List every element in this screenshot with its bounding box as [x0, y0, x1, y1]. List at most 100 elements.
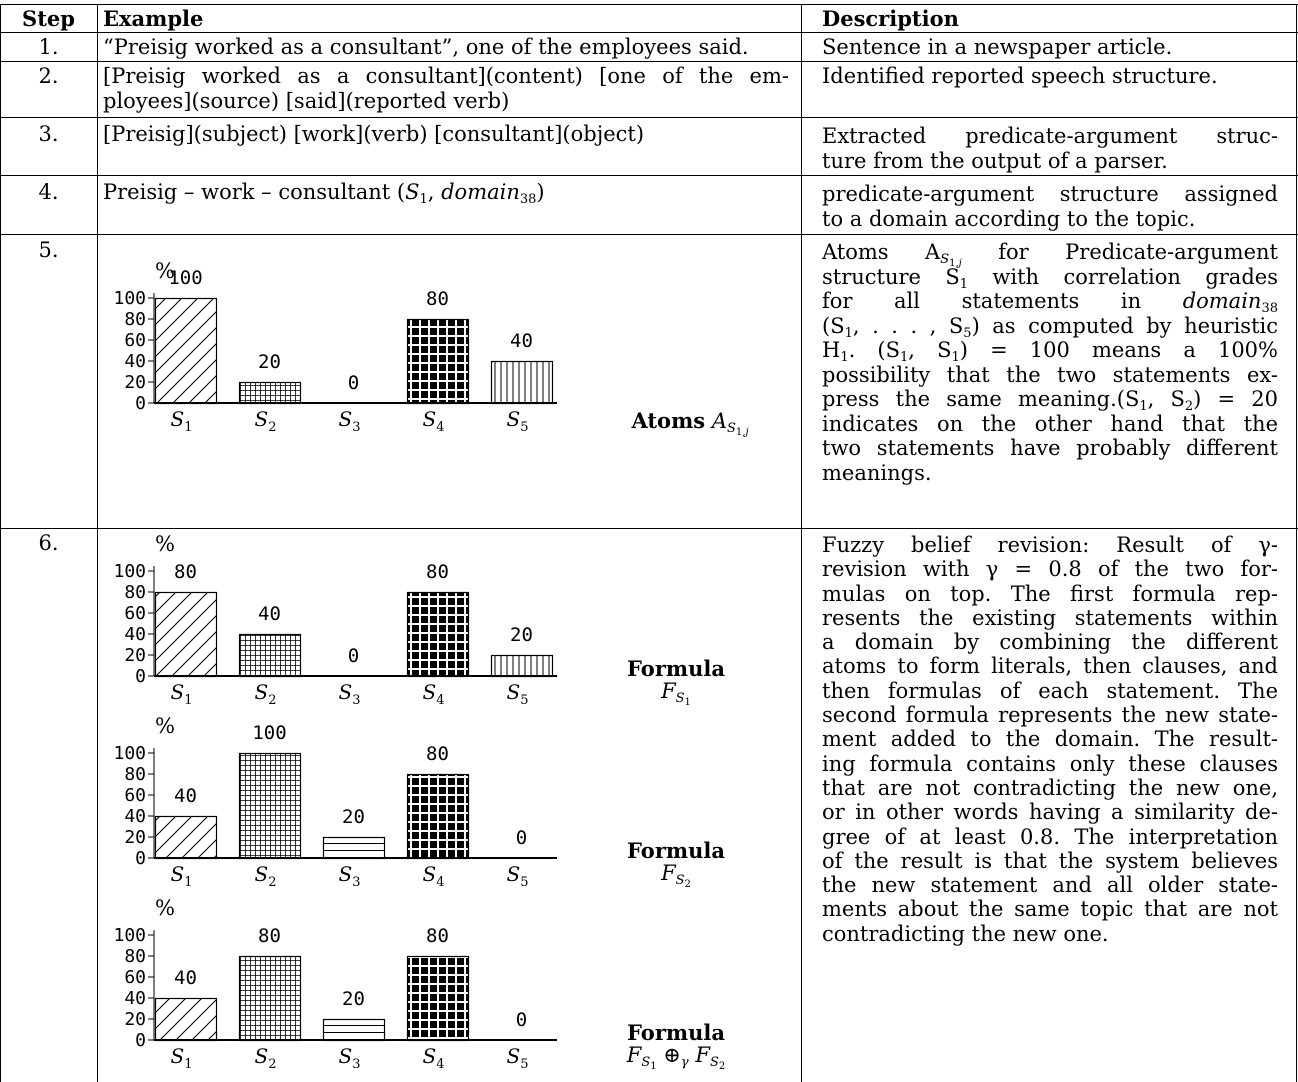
bar-value-label: 20 — [510, 624, 533, 646]
description-line: (S1, . . . , S5) as computed by heuristi… — [822, 313, 1278, 341]
y-tick-label: 0 — [135, 1030, 146, 1051]
bar-s4 — [406, 318, 470, 405]
description-line: ment added to the domain. The result- — [822, 727, 1278, 752]
y-axis-label: % — [155, 532, 175, 556]
bar-s5 — [490, 360, 554, 405]
description-line: that are not contradicting the new one, — [822, 775, 1278, 800]
description-cell: Sentence in a newspaper article. — [822, 37, 1278, 58]
header-step: Step — [22, 6, 75, 31]
chart-caption-atoms: Atoms AS1,j — [631, 408, 749, 438]
bar-value-label: 100 — [168, 267, 202, 289]
row-rule-1 — [0, 61, 1298, 62]
example-text: ployees](source) [said](reported verb) — [103, 89, 510, 113]
bar-value-label: 80 — [426, 743, 449, 765]
y-tick-label: 100 — [113, 743, 146, 764]
header-description: Description — [822, 6, 959, 31]
bar-s2 — [238, 955, 302, 1042]
category-subscript: 5 — [520, 875, 528, 890]
category-subscript: 5 — [520, 693, 528, 708]
bar-s4 — [406, 773, 470, 860]
category-subscript: 2 — [268, 693, 276, 708]
description-line: resents the existing statements within — [822, 605, 1278, 630]
step-number: 6. — [38, 531, 59, 555]
bar-value-label: 80 — [426, 288, 449, 310]
category-label: S3 — [339, 862, 361, 890]
y-axis-label: % — [155, 259, 175, 283]
description-line: or in other words having a similarity de… — [822, 800, 1278, 825]
bar-value-label: 40 — [174, 785, 197, 807]
category-subscript: 2 — [268, 1057, 276, 1072]
description-line: possibility that the two statements ex- — [822, 362, 1278, 387]
bar-s1 — [154, 297, 218, 405]
category-label: S5 — [507, 407, 529, 435]
category-label: S2 — [255, 1044, 277, 1072]
description-line: for all statements in domain38 — [822, 289, 1278, 316]
description-line: to a domain according to the topic. — [822, 207, 1196, 231]
y-tick-label: 100 — [113, 925, 146, 946]
y-tick-label: 80 — [124, 582, 146, 603]
y-tick-label: 40 — [124, 988, 146, 1009]
category-label: S2 — [255, 407, 277, 435]
y-tick-label: 40 — [124, 351, 146, 372]
category-label: S5 — [507, 862, 529, 890]
description-line: the new statement and all older state- — [822, 873, 1278, 898]
category-label: S4 — [423, 862, 445, 890]
category-subscript: 3 — [352, 1057, 360, 1072]
step-number: 2. — [38, 64, 59, 88]
col-rule-right — [1296, 4, 1297, 1082]
col-rule-left — [0, 4, 1, 1082]
bar-value-label: 20 — [342, 806, 365, 828]
description-line: atoms to form literals, then clauses, an… — [822, 654, 1278, 679]
bar-s2 — [238, 633, 302, 678]
category-subscript: 4 — [436, 875, 444, 890]
y-axis-label: % — [155, 896, 175, 920]
col-rule-step — [97, 4, 98, 1082]
table-header-rule — [0, 32, 1298, 33]
category-label: S1 — [171, 862, 193, 890]
description-line: Extracted predicate-argument struc- — [822, 124, 1278, 148]
category-subscript: 2 — [268, 875, 276, 890]
y-tick-label: 40 — [124, 806, 146, 827]
chart-caption-formula-revision: Formula FS1 ⊕γ FS2 — [626, 1020, 726, 1072]
example-text: [Preisig](subject) [work](verb) [consult… — [103, 122, 645, 146]
category-label: S3 — [339, 1044, 361, 1072]
y-tick-label: 60 — [124, 330, 146, 351]
step-number: 4. — [38, 180, 59, 204]
description-line: predicate-argument structure assigned — [822, 182, 1278, 206]
bar-s5 — [490, 654, 554, 678]
y-tick-label: 0 — [135, 393, 146, 414]
category-subscript: 5 — [520, 420, 528, 435]
category-subscript: 5 — [520, 1057, 528, 1072]
table-top-rule — [0, 4, 1298, 5]
category-subscript: 2 — [268, 420, 276, 435]
y-tick-label: 100 — [113, 561, 146, 582]
y-tick-label: 60 — [124, 785, 146, 806]
category-label: S3 — [339, 407, 361, 435]
description-line: Sentence in a newspaper article. — [822, 35, 1173, 59]
y-tick-label: 60 — [124, 967, 146, 988]
bar-value-label: 40 — [174, 967, 197, 989]
description-line: indicates on the other hand that the — [822, 411, 1278, 436]
description-line: ments about the same topic that are not — [822, 897, 1278, 922]
description-line: then formulas of each statement. The — [822, 678, 1278, 703]
example-text-lead: Preisig – work – consultant ( — [103, 180, 406, 204]
description-line: Atoms AS1,j for Predicate-argument — [822, 240, 1278, 269]
description-line: structure S1 with correlation grades — [822, 264, 1278, 292]
y-tick-label: 0 — [135, 848, 146, 869]
y-tick-label: 80 — [124, 309, 146, 330]
bar-value-label: 40 — [258, 603, 281, 625]
chart-caption-formula-fs2: Formula FS2 — [627, 838, 725, 890]
y-tick-label: 20 — [124, 1009, 146, 1030]
row-rule-2 — [0, 117, 1298, 118]
category-subscript: 1 — [184, 875, 192, 890]
category-label: S3 — [339, 680, 361, 708]
header-example: Example — [103, 6, 204, 31]
category-label: S4 — [423, 1044, 445, 1072]
y-tick-label: 40 — [124, 624, 146, 645]
bar-s2 — [238, 752, 302, 860]
step-number: 1. — [38, 35, 59, 59]
y-tick-label: 20 — [124, 827, 146, 848]
category-label: S5 — [507, 1044, 529, 1072]
